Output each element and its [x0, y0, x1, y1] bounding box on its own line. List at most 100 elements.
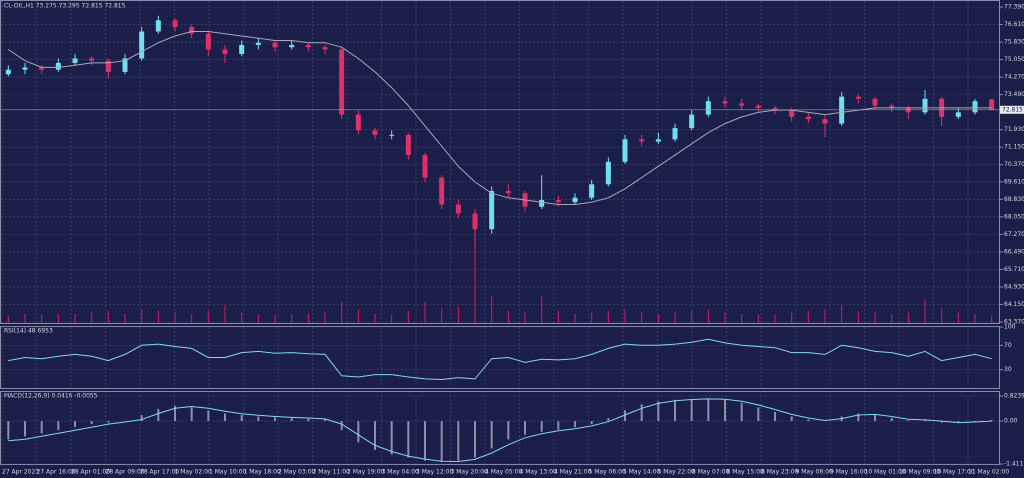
candle-body — [905, 107, 911, 113]
volume-bar — [674, 312, 676, 323]
volume-bar — [591, 312, 593, 323]
x-tick-label: 4 May 05:00 — [485, 469, 523, 476]
macd-bar — [640, 404, 643, 422]
candle-body — [239, 44, 245, 54]
y-tick-label: 64.930 — [1004, 283, 1024, 290]
volume-bar — [741, 314, 743, 323]
x-tick-label: 3 May 20:00 — [451, 469, 489, 476]
y-tick-label: 30 — [1004, 366, 1012, 373]
x-tick-label: 8 May 07:00 — [692, 469, 730, 476]
macd-bar — [324, 419, 326, 422]
candle-body — [39, 67, 45, 70]
candle-body — [105, 60, 111, 72]
macd-bar — [807, 419, 810, 422]
macd-bar — [757, 407, 760, 422]
y-tick-label: 66.490 — [1004, 248, 1024, 255]
macd-bar — [57, 421, 60, 431]
candle-body — [372, 130, 378, 135]
volume-bar — [957, 312, 959, 323]
x-tick-label: 4 May 13:00 — [520, 469, 558, 476]
x-tick-label: 11 May 02:00 — [968, 469, 1009, 476]
volume-bar — [307, 313, 309, 323]
candle-body — [555, 199, 561, 203]
x-tick-label: 8 May 15:00 — [727, 469, 765, 476]
volume-bar — [407, 311, 409, 323]
volume-bar — [24, 314, 26, 323]
volume-bar — [557, 311, 559, 323]
macd-bar — [557, 421, 560, 430]
candle-body — [189, 26, 195, 34]
candle-body — [289, 44, 295, 48]
volume-bar — [824, 309, 826, 323]
macd-bar — [607, 418, 610, 422]
y-tick-label: 75.830 — [1004, 39, 1024, 46]
candle-body — [439, 177, 445, 205]
macd-bar — [357, 421, 360, 443]
macd-bar — [157, 408, 160, 422]
macd-bar — [540, 421, 543, 432]
macd-bar — [524, 421, 526, 435]
candle-body — [305, 44, 311, 48]
volume-bar — [924, 299, 926, 323]
volume-bar — [157, 311, 159, 323]
macd-bar — [140, 414, 143, 422]
volume-bar — [357, 309, 359, 323]
candle-body — [872, 98, 878, 106]
volume-bar — [857, 311, 859, 323]
volume-bar — [574, 314, 576, 323]
volume-bar — [524, 312, 526, 323]
volume-bar — [141, 309, 143, 323]
y-tick-label: 67.270 — [1004, 231, 1024, 238]
x-tick-label: 27 Apr 16:00 — [37, 469, 76, 476]
candle-body — [972, 101, 978, 113]
y-tick-label: 74.270 — [1004, 74, 1024, 81]
volume-bar — [507, 311, 509, 323]
candle-body — [922, 98, 928, 113]
candle-body — [605, 161, 611, 185]
macd-bar — [740, 402, 743, 422]
volume-bar — [657, 314, 659, 323]
macd-bar — [224, 413, 226, 422]
x-tick-label: 3 May 12:00 — [416, 469, 454, 476]
volume-bar — [424, 302, 426, 323]
macd-bar — [290, 418, 293, 422]
macd-bar — [257, 416, 260, 422]
x-tick-label: 1 May 18:00 — [244, 469, 282, 476]
volume-bar — [274, 314, 276, 323]
macd-bar — [624, 410, 626, 422]
volume-bar — [441, 308, 443, 323]
x-tick-label: 4 May 21:00 — [554, 469, 592, 476]
x-tick-label: 10 May 17:00 — [934, 469, 975, 476]
candle-body — [672, 128, 678, 140]
macd-bar — [474, 421, 476, 458]
volume-bar — [374, 314, 376, 323]
candle-body — [622, 139, 628, 162]
volume-bar — [124, 314, 126, 323]
macd-bar — [857, 413, 860, 422]
candle-body — [155, 20, 161, 32]
candle-body — [755, 105, 761, 108]
candle-body — [739, 103, 745, 106]
candle-body — [539, 199, 545, 207]
x-tick-label: 1 May 10:00 — [209, 469, 247, 476]
y-tick-label: 68.050 — [1004, 213, 1024, 220]
candle-body — [639, 139, 645, 142]
y-tick-label: 75.050 — [1004, 56, 1024, 63]
volume-bar — [691, 311, 693, 323]
candle-body — [839, 96, 845, 124]
macd-bar — [24, 421, 26, 437]
macd-bar — [874, 414, 876, 422]
y-tick-label: -1.4111 — [1004, 461, 1024, 468]
macd-bar — [574, 421, 576, 428]
x-tick-label: 3 May 04:00 — [382, 469, 420, 476]
rsi-panel — [0, 326, 1000, 389]
volume-bar — [941, 308, 943, 323]
volume-bar — [607, 311, 609, 323]
volume-bar — [907, 312, 909, 323]
x-tick-label: 5 May 22:00 — [658, 469, 696, 476]
candle-body — [789, 110, 795, 117]
x-tick-label: 5 May 14:00 — [623, 469, 661, 476]
last-price-box — [1000, 105, 1024, 114]
